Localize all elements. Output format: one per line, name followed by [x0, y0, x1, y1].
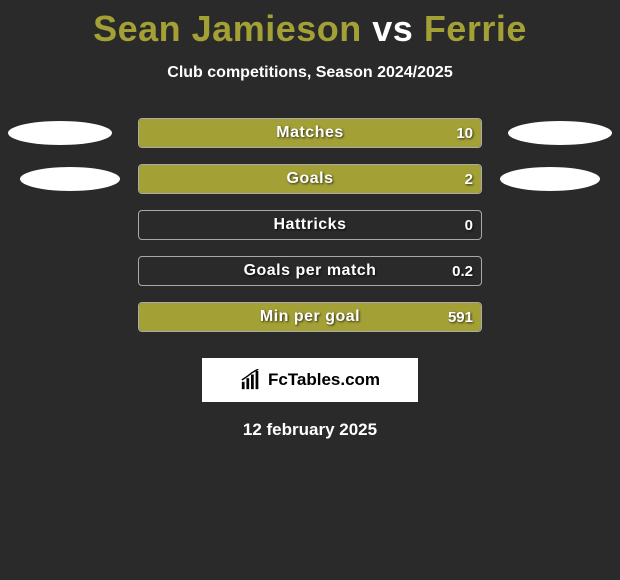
- player1-avatar: [20, 167, 120, 191]
- stat-row: Matches 10: [0, 110, 620, 156]
- branding-box: FcTables.com: [202, 358, 418, 402]
- stat-label: Hattricks: [139, 211, 481, 239]
- stat-value: 0: [465, 211, 473, 239]
- player1-name: Sean Jamieson: [93, 8, 362, 49]
- stat-label: Min per goal: [139, 303, 481, 331]
- subtitle: Club competitions, Season 2024/2025: [0, 64, 620, 82]
- player2-avatar: [508, 121, 612, 145]
- stat-row: Min per goal 591: [0, 294, 620, 340]
- branding-text: FcTables.com: [268, 370, 380, 390]
- stat-bar: Matches 10: [138, 118, 482, 148]
- stats-rows: Matches 10 Goals 2 Hattricks 0 Goals per…: [0, 110, 620, 340]
- stat-value: 2: [465, 165, 473, 193]
- stat-row: Goals 2: [0, 156, 620, 202]
- comparison-title: Sean Jamieson vs Ferrie: [0, 0, 620, 50]
- stat-row: Goals per match 0.2: [0, 248, 620, 294]
- stat-bar: Goals 2: [138, 164, 482, 194]
- player1-avatar: [8, 121, 112, 145]
- date-text: 12 february 2025: [0, 420, 620, 440]
- stat-bar: Min per goal 591: [138, 302, 482, 332]
- player2-name: Ferrie: [424, 8, 527, 49]
- stat-label: Goals: [139, 165, 481, 193]
- fctables-icon: [240, 369, 262, 391]
- stat-value: 591: [448, 303, 473, 331]
- stat-bar: Goals per match 0.2: [138, 256, 482, 286]
- stat-value: 0.2: [452, 257, 473, 285]
- stat-bar: Hattricks 0: [138, 210, 482, 240]
- vs-text: vs: [372, 8, 413, 49]
- player2-avatar: [500, 167, 600, 191]
- stat-label: Goals per match: [139, 257, 481, 285]
- stat-value: 10: [456, 119, 473, 147]
- stat-label: Matches: [139, 119, 481, 147]
- stat-row: Hattricks 0: [0, 202, 620, 248]
